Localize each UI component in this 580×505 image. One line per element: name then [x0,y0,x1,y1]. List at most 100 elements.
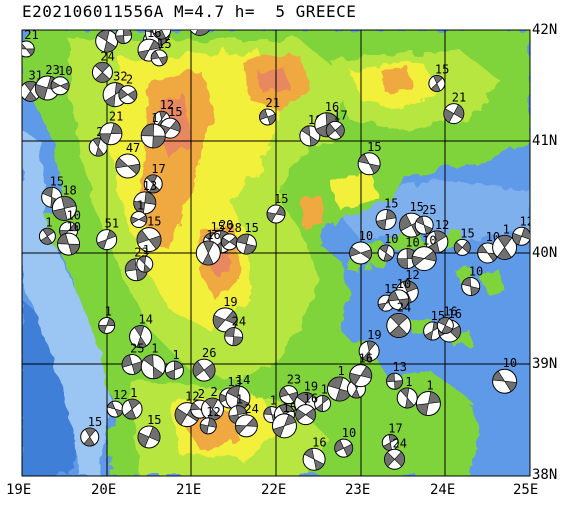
depth-label: 13 [227,375,241,389]
compression-quadrant [437,317,453,334]
focal-mechanism: 15 [375,197,399,231]
focal-mechanism: 31 [95,17,119,53]
focal-mechanism: 14 [225,373,251,411]
depth-label: 12 [185,390,199,404]
compression-quadrant [143,354,164,380]
depth-label: 16 [443,304,457,318]
compression-quadrant [121,354,143,375]
focal-mechanism: 1 [396,375,418,409]
focal-mechanism: 12 [512,214,534,246]
focal-mechanism: 15 [266,192,288,224]
depth-label: 28 [227,221,241,235]
depth-label: 12 [520,214,534,228]
compression-quadrant [224,327,243,346]
depth-label: 16 [325,100,339,114]
lat-tick-label: 38N [532,467,558,483]
compression-quadrant [40,227,55,245]
depth-label: 17 [333,108,347,122]
depth-label: 14 [139,313,153,327]
depth-label: 1 [151,111,158,125]
compression-quadrant [375,209,397,230]
depth-label: 2 [198,387,205,401]
focal-mechanism: 1 [130,199,148,229]
focal-mechanism: 51 [96,217,119,251]
depth-label: 17 [388,422,402,436]
depth-label: 15 [367,140,381,154]
compression-quadrant [50,80,70,91]
depth-label: 1 [45,215,52,229]
depth-label: 15 [50,174,64,188]
depth-label: 15 [384,197,398,211]
compression-quadrant [24,81,37,102]
lon-tick-label: 20E [91,482,117,498]
compression-quadrant [137,39,161,61]
depth-label: 31 [105,17,119,31]
focal-mechanism: 18 [189,30,210,36]
compression-quadrant [96,229,117,250]
compression-quadrant [389,313,409,338]
focal-mechanism: 14 [152,8,174,40]
depth-label: 15 [88,415,102,429]
depth-label: 16 [448,307,462,321]
compression-quadrant [194,30,210,36]
depth-label: 23 [287,373,301,387]
focal-mechanism: 26 [192,346,216,382]
depth-label: 24 [232,315,246,329]
depth-label: 2 [126,73,133,87]
compression-quadrant [325,122,345,138]
depth-label: 16 [359,352,373,366]
depth-label: 10 [503,356,517,370]
focal-mechanism: 12 [199,405,221,435]
focal-mechanism: 16 [295,392,318,426]
focal-mechanism: 1 [98,304,116,334]
compression-quadrant [96,30,117,53]
focal-mechanism: 15 [136,215,162,253]
depth-label: 1 [172,348,179,362]
compression-quadrant [388,290,409,310]
lon-tick-label: 25E [513,482,539,498]
compression-quadrant [379,244,394,262]
depth-label: 1 [270,394,277,408]
focal-mechanism: 24 [384,436,407,470]
depth-label: 19 [367,328,381,342]
compression-quadrant [461,277,480,296]
focal-mechanism: 21 [22,30,39,58]
depth-label: 21 [109,110,123,124]
depth-label: 14 [236,373,250,387]
focal-mechanism: 14 [129,313,153,349]
focal-mechanism: 1 [492,222,518,260]
lat-tick-label: 39N [532,356,558,372]
depth-label: 24 [244,402,258,416]
depth-label: 23 [45,63,59,77]
focal-mechanism: 15 [428,63,449,93]
focal-mechanism: 15 [80,415,102,447]
focal-mechanism: 47 [115,141,141,179]
focal-mechanism: 24 [234,402,259,438]
focal-mechanisms: 2131231031231118141615243221812151202121… [22,8,534,471]
lat-lon-grid [21,29,531,477]
depth-label: 10 [67,209,81,223]
focal-mechanism: 16 [349,352,373,388]
focal-mechanism: 1 [415,379,441,417]
depth-label: 15 [211,220,225,234]
focal-mechanism: 24 [386,300,412,338]
depth-label: 10 [405,236,419,250]
compression-quadrant [52,196,77,221]
focal-mechanism: 16 [302,435,327,471]
focal-mechanism: 10 [377,232,399,262]
focal-mechanism: 21 [259,96,280,126]
depth-label: 1 [105,304,112,318]
lon-tick-label: 19E [6,482,32,498]
compression-quadrant [295,408,316,422]
depth-label: 14 [160,8,174,22]
compression-quadrant [301,125,319,147]
lat-tick-label: 40N [532,245,558,261]
focal-mechanism: 13 [386,360,407,390]
depth-label: 1 [426,379,433,393]
compression-quadrant [349,246,372,260]
depth-label: 13 [143,179,157,193]
depth-label: 18 [62,183,76,197]
sea-shallow-ionian [22,130,110,476]
focal-mechanism: 24 [91,49,115,83]
